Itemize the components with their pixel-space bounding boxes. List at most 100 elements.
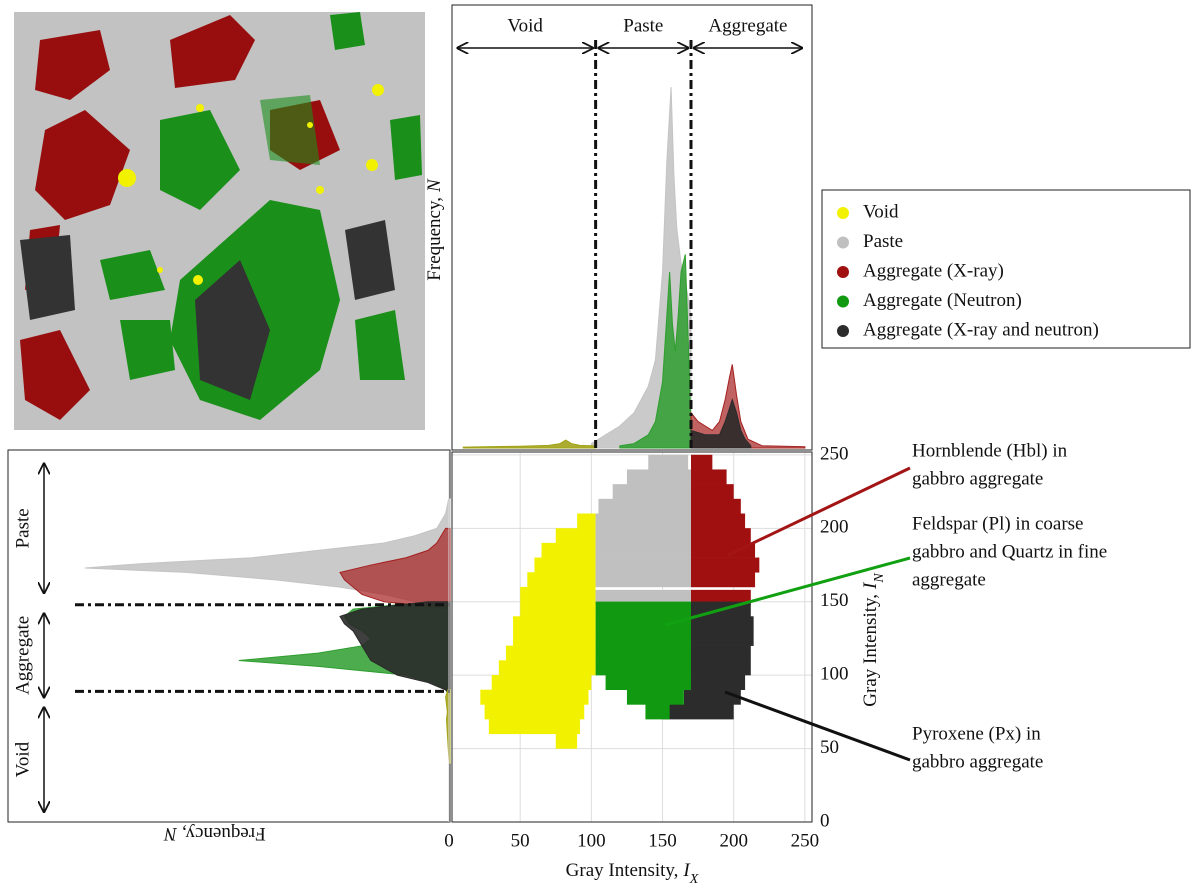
point-band <box>595 528 691 544</box>
y-axis-label-part: Frequency, <box>424 197 445 281</box>
legend-marker <box>837 325 849 337</box>
annotation-text: gabbro aggregate <box>912 751 1043 772</box>
x-axis-label-part: X <box>689 872 699 887</box>
x-tick-label: 200 <box>719 830 748 851</box>
annotation-text: Feldspar (Pl) in coarse <box>912 513 1083 534</box>
point-band <box>484 704 585 720</box>
point-band <box>612 484 691 500</box>
point-band <box>691 484 734 500</box>
point-band <box>691 572 756 588</box>
legend-label: Aggregate (Neutron) <box>863 290 1022 311</box>
y-tick-label: 150 <box>820 590 849 611</box>
point-band <box>691 542 756 558</box>
point-band <box>691 513 746 529</box>
x-axis-label-part: N <box>163 823 178 844</box>
point-band <box>598 498 691 514</box>
point-band <box>595 601 691 617</box>
histogram-area <box>690 397 752 449</box>
y-tick-label: 200 <box>820 517 849 538</box>
y-tick-label: 100 <box>820 664 849 685</box>
point-band <box>595 645 691 661</box>
histogram-area <box>690 364 806 449</box>
y-axis-label: Frequency, N <box>424 178 445 281</box>
point-band <box>691 454 713 470</box>
point-band <box>488 719 580 735</box>
point-band <box>520 586 596 602</box>
legend-marker <box>837 236 849 249</box>
annotation-text: aggregate <box>912 569 986 590</box>
annotation-text: gabbro aggregate <box>912 468 1043 489</box>
x-axis-label-part: Frequency, <box>182 823 266 844</box>
x-tick-label: 50 <box>511 830 530 851</box>
y-axis-label: Gray Intensity, IN <box>860 573 886 707</box>
annotation-text: gabbro and Quartz in fine <box>912 541 1107 562</box>
point-band <box>513 616 596 632</box>
point-band <box>595 589 691 605</box>
histogram-area <box>462 439 597 449</box>
legend-frame <box>821 189 1191 349</box>
point-band <box>541 542 596 558</box>
point-band <box>595 572 691 588</box>
point-band <box>691 557 760 573</box>
region-label: Aggregate <box>708 15 787 36</box>
legend-marker <box>837 266 849 278</box>
point-band <box>577 513 596 529</box>
region-label: Paste <box>12 508 33 548</box>
legend-marker <box>837 207 849 219</box>
y-axis-label-part: N <box>872 573 887 584</box>
region-label: Aggregate <box>12 616 33 695</box>
point-band <box>691 469 727 485</box>
point-band <box>691 630 754 646</box>
segmented-image <box>14 12 425 430</box>
point-band <box>691 675 746 691</box>
point-band <box>595 557 691 573</box>
point-band <box>505 645 596 661</box>
x-axis-label: Gray Intensity, IX <box>566 860 699 886</box>
legend-label: Paste <box>863 231 903 252</box>
point-band <box>691 660 751 676</box>
x-tick-label: 0 <box>444 830 454 851</box>
point-band <box>534 557 596 573</box>
legend-label: Aggregate (X-ray) <box>863 260 1004 281</box>
point-band <box>527 572 596 588</box>
point-band <box>605 675 691 691</box>
point-band <box>491 675 592 691</box>
point-band <box>691 528 751 544</box>
y-axis-label-part: N <box>424 178 445 193</box>
legend-label: Void <box>863 201 899 222</box>
point-band <box>555 528 596 544</box>
y-tick-label: 50 <box>820 737 839 758</box>
point-band <box>691 616 754 632</box>
point-band <box>683 689 741 705</box>
point-band <box>498 660 596 676</box>
point-band <box>520 601 596 617</box>
y-tick-label: 0 <box>820 810 830 831</box>
point-band <box>626 689 684 705</box>
legend-marker <box>837 295 849 308</box>
point-band <box>691 498 741 514</box>
point-band <box>626 469 691 485</box>
point-band <box>595 630 691 646</box>
region-label: Void <box>12 741 33 777</box>
point-band <box>691 645 751 661</box>
point-band <box>595 616 691 632</box>
point-band <box>595 542 691 558</box>
annotation-text: Pyroxene (Px) in <box>912 723 1041 744</box>
plot-frame <box>451 451 813 823</box>
x-axis-label-part: I <box>682 860 691 881</box>
annotation-pointer <box>724 690 911 762</box>
point-band <box>480 689 589 705</box>
region-label: Paste <box>623 15 663 36</box>
annotation-text: Hornblende (Hbl) in <box>912 440 1068 461</box>
histogram-area <box>619 254 692 449</box>
y-tick-label: 250 <box>820 443 849 464</box>
annotation-pointer <box>727 466 911 557</box>
x-tick-label: 250 <box>791 830 820 851</box>
point-band <box>648 454 689 470</box>
top-histogram-frame <box>451 4 813 451</box>
point-band <box>513 630 596 646</box>
x-axis-label: Frequency,N <box>163 823 266 844</box>
region-label: Void <box>507 15 543 36</box>
histogram-area <box>339 601 451 694</box>
